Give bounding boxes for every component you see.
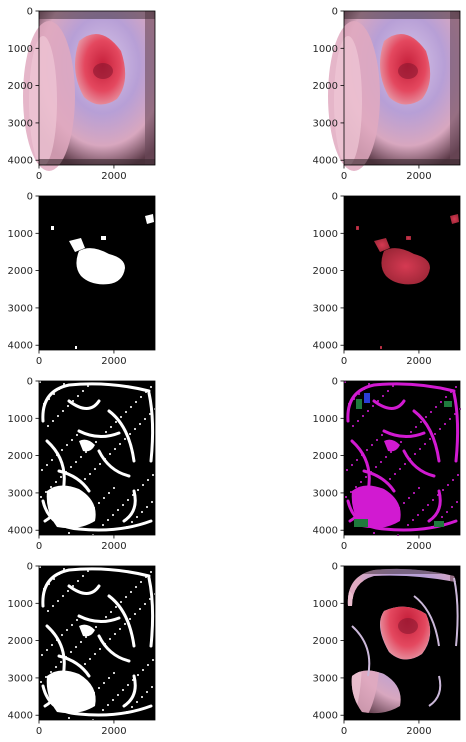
ytick-label: 0 [332, 562, 338, 573]
panel-image [23, 11, 155, 171]
ytick-label: 3000 [313, 303, 338, 314]
xtick-label: 0 [36, 171, 42, 182]
ytick-label: 0 [332, 192, 338, 203]
xtick-label: 2000 [406, 356, 431, 367]
ytick-label: 0 [27, 192, 33, 203]
ytick-label: 4000 [313, 526, 338, 537]
ytick-label: 2000 [313, 266, 338, 277]
ytick-label: 1000 [313, 44, 338, 55]
xtick-label: 0 [341, 356, 347, 367]
xtick-label: 2000 [406, 171, 431, 182]
xtick-label: 2000 [101, 171, 126, 182]
ytick-label: 4000 [8, 526, 33, 537]
panel-image [39, 566, 156, 721]
xtick-label: 2000 [406, 726, 431, 737]
ytick-label: 1000 [8, 414, 33, 425]
panel-image [39, 196, 155, 350]
xtick-label: 2000 [406, 541, 431, 552]
panel-image [344, 381, 461, 536]
panel-image [344, 196, 460, 350]
ytick-label: 1000 [313, 229, 338, 240]
xtick-label: 0 [36, 356, 42, 367]
ytick-label: 1000 [313, 599, 338, 610]
ytick-label: 1000 [313, 414, 338, 425]
panel-image [328, 11, 460, 171]
ytick-label: 2000 [8, 636, 33, 647]
xtick-label: 0 [341, 171, 347, 182]
ytick-label: 3000 [8, 118, 33, 129]
ytick-label: 1000 [8, 44, 33, 55]
xtick-label: 0 [341, 541, 347, 552]
ytick-label: 3000 [8, 303, 33, 314]
panel-image [344, 566, 460, 720]
ytick-label: 3000 [313, 118, 338, 129]
ytick-label: 0 [27, 7, 33, 18]
ytick-label: 2000 [8, 266, 33, 277]
panel-image [39, 381, 156, 536]
ytick-label: 1000 [8, 599, 33, 610]
ytick-label: 4000 [8, 341, 33, 352]
ytick-label: 2000 [8, 81, 33, 92]
ytick-label: 3000 [8, 673, 33, 684]
ytick-label: 1000 [8, 229, 33, 240]
ytick-label: 4000 [8, 711, 33, 722]
ytick-label: 4000 [313, 711, 338, 722]
ytick-label: 2000 [313, 636, 338, 647]
ytick-label: 0 [332, 7, 338, 18]
xtick-label: 2000 [101, 356, 126, 367]
ytick-label: 3000 [313, 673, 338, 684]
xtick-label: 0 [341, 726, 347, 737]
ytick-label: 4000 [8, 156, 33, 167]
xtick-label: 2000 [101, 726, 126, 737]
ytick-label: 2000 [313, 451, 338, 462]
ytick-label: 4000 [313, 341, 338, 352]
ytick-label: 2000 [8, 451, 33, 462]
xtick-label: 2000 [101, 541, 126, 552]
ytick-label: 0 [27, 377, 33, 388]
ytick-label: 2000 [313, 81, 338, 92]
ytick-label: 3000 [8, 488, 33, 499]
ytick-label: 4000 [313, 156, 338, 167]
ytick-label: 0 [332, 377, 338, 388]
ytick-label: 0 [27, 562, 33, 573]
ytick-label: 3000 [313, 488, 338, 499]
xtick-label: 0 [36, 541, 42, 552]
xtick-label: 0 [36, 726, 42, 737]
